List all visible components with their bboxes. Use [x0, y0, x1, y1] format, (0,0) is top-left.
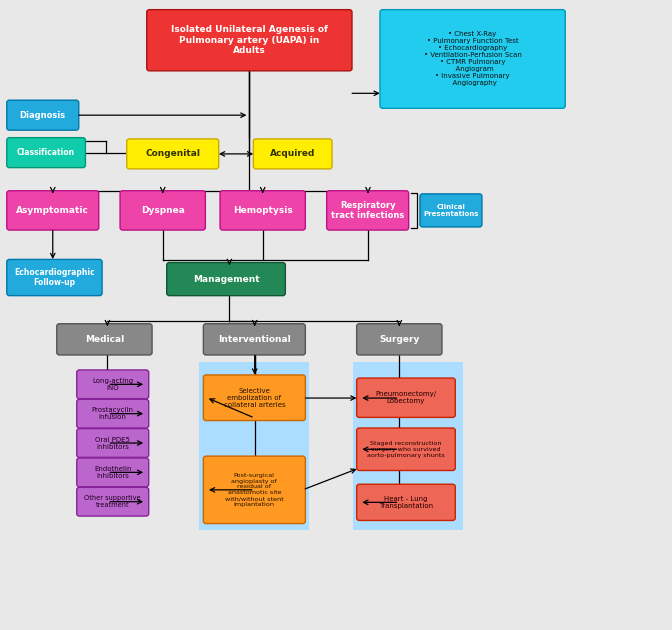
- Text: • Chest X-Ray
• Pulmonary Function Test
• Echocardiography
• Ventilation-Perfusi: • Chest X-Ray • Pulmonary Function Test …: [423, 32, 521, 86]
- Text: Clinical
Presentations: Clinical Presentations: [423, 204, 478, 217]
- FancyBboxPatch shape: [146, 9, 352, 71]
- Text: Post-surgical
angioplasty of
residual of
anastomotic site
with/without stent
imp: Post-surgical angioplasty of residual of…: [225, 473, 284, 507]
- FancyBboxPatch shape: [127, 139, 218, 169]
- FancyBboxPatch shape: [357, 378, 456, 418]
- Text: Medical: Medical: [85, 335, 124, 344]
- FancyBboxPatch shape: [7, 100, 79, 130]
- FancyBboxPatch shape: [77, 370, 149, 399]
- Text: Echocardiographic
Follow-up: Echocardiographic Follow-up: [14, 268, 95, 287]
- FancyBboxPatch shape: [77, 458, 149, 487]
- Text: Heart - Lung
Transplantation: Heart - Lung Transplantation: [379, 496, 433, 509]
- FancyBboxPatch shape: [7, 191, 99, 230]
- FancyBboxPatch shape: [357, 324, 442, 355]
- FancyBboxPatch shape: [380, 9, 565, 108]
- FancyBboxPatch shape: [120, 191, 206, 230]
- FancyBboxPatch shape: [167, 263, 286, 295]
- FancyBboxPatch shape: [7, 260, 102, 295]
- Text: Pneumonectomy/
Lobectomy: Pneumonectomy/ Lobectomy: [376, 391, 437, 404]
- FancyBboxPatch shape: [204, 456, 305, 524]
- Text: Respiratory
tract infections: Respiratory tract infections: [331, 201, 405, 220]
- Text: Oral PDE5
inhibitors: Oral PDE5 inhibitors: [95, 437, 130, 450]
- Text: Prostacyclin
infusion: Prostacyclin infusion: [92, 407, 134, 420]
- Text: Other supportive
treatment: Other supportive treatment: [85, 495, 141, 508]
- FancyBboxPatch shape: [204, 324, 305, 355]
- FancyBboxPatch shape: [204, 375, 305, 421]
- FancyBboxPatch shape: [357, 484, 456, 520]
- Text: Acquired: Acquired: [270, 149, 315, 158]
- FancyBboxPatch shape: [77, 488, 149, 516]
- Text: Dyspnea: Dyspnea: [141, 206, 185, 215]
- FancyBboxPatch shape: [200, 362, 309, 530]
- Text: Hemoptysis: Hemoptysis: [233, 206, 292, 215]
- Text: Endothelin
inhibitors: Endothelin inhibitors: [94, 466, 132, 479]
- Text: Management: Management: [193, 275, 259, 284]
- Text: Asymptomatic: Asymptomatic: [16, 206, 89, 215]
- FancyBboxPatch shape: [7, 138, 85, 168]
- FancyBboxPatch shape: [357, 428, 456, 471]
- Text: Diagnosis: Diagnosis: [19, 111, 66, 120]
- FancyBboxPatch shape: [77, 399, 149, 428]
- FancyBboxPatch shape: [353, 362, 462, 530]
- Text: Staged reconstruction
surgery who survived
aorto-pulmonary shunts: Staged reconstruction surgery who surviv…: [367, 441, 445, 457]
- FancyBboxPatch shape: [220, 191, 305, 230]
- Text: Long-acting
iNO: Long-acting iNO: [92, 378, 133, 391]
- Text: Selective
embolization of
collateral arteries: Selective embolization of collateral art…: [224, 387, 285, 408]
- FancyBboxPatch shape: [327, 191, 409, 230]
- Text: Classification: Classification: [17, 148, 75, 157]
- FancyBboxPatch shape: [253, 139, 332, 169]
- FancyBboxPatch shape: [56, 324, 152, 355]
- FancyBboxPatch shape: [420, 194, 482, 227]
- Text: Surgery: Surgery: [379, 335, 419, 344]
- Text: Congenital: Congenital: [145, 149, 200, 158]
- FancyBboxPatch shape: [77, 428, 149, 457]
- Text: Isolated Unilateral Agenesis of
Pulmonary artery (UAPA) in
Adults: Isolated Unilateral Agenesis of Pulmonar…: [171, 25, 328, 55]
- Text: Interventional: Interventional: [218, 335, 291, 344]
